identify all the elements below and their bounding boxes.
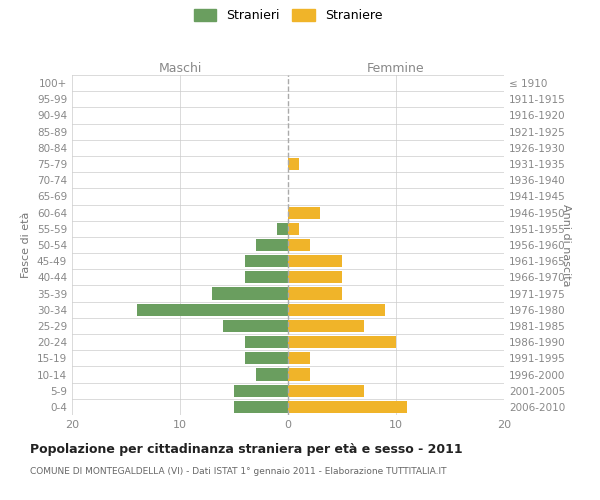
Y-axis label: Fasce di età: Fasce di età <box>22 212 31 278</box>
Bar <box>288 320 364 332</box>
Bar <box>288 304 385 316</box>
Text: Femmine: Femmine <box>367 62 425 75</box>
Bar <box>212 288 288 300</box>
Bar <box>288 239 310 251</box>
Bar <box>288 158 299 170</box>
Bar <box>288 288 342 300</box>
Bar <box>137 304 288 316</box>
Bar <box>288 272 342 283</box>
Bar <box>256 239 288 251</box>
Bar <box>256 368 288 380</box>
Legend: Stranieri, Straniere: Stranieri, Straniere <box>194 8 382 22</box>
Bar <box>245 352 288 364</box>
Bar <box>288 384 364 397</box>
Y-axis label: Anni di nascita: Anni di nascita <box>561 204 571 286</box>
Bar <box>234 401 288 413</box>
Bar <box>288 401 407 413</box>
Bar <box>288 206 320 218</box>
Text: COMUNE DI MONTEGALDELLA (VI) - Dati ISTAT 1° gennaio 2011 - Elaborazione TUTTITA: COMUNE DI MONTEGALDELLA (VI) - Dati ISTA… <box>30 468 446 476</box>
Bar <box>223 320 288 332</box>
Bar <box>245 272 288 283</box>
Bar <box>288 368 310 380</box>
Bar <box>234 384 288 397</box>
Bar <box>288 222 299 235</box>
Text: Popolazione per cittadinanza straniera per età e sesso - 2011: Popolazione per cittadinanza straniera p… <box>30 442 463 456</box>
Bar <box>288 336 396 348</box>
Text: Maschi: Maschi <box>158 62 202 75</box>
Bar <box>277 222 288 235</box>
Bar <box>245 255 288 268</box>
Bar <box>245 336 288 348</box>
Bar <box>288 352 310 364</box>
Bar <box>288 255 342 268</box>
